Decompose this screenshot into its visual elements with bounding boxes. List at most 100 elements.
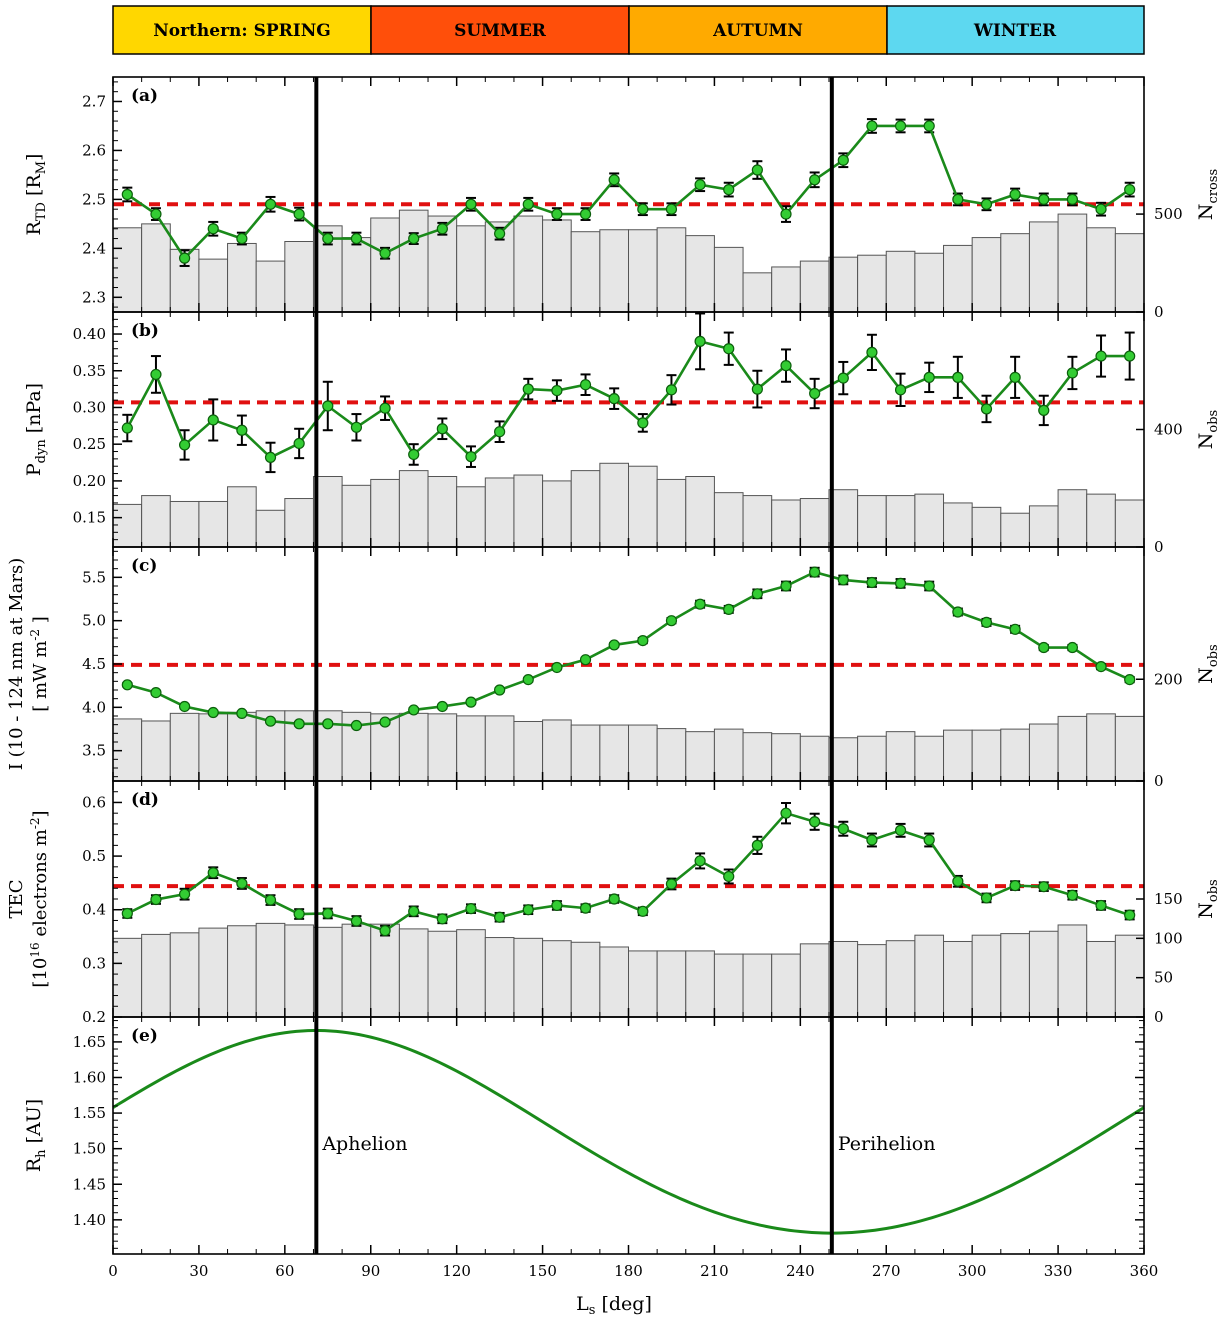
hist-bar <box>885 940 916 1018</box>
data-point <box>408 905 420 917</box>
hist-bar <box>169 500 200 548</box>
hist-bar <box>799 943 830 1018</box>
y-axis-label-line2-sup2: -2 <box>28 817 42 829</box>
data-point <box>236 707 248 720</box>
y-axis-label-main: P <box>23 463 45 476</box>
hist-bar <box>713 246 744 313</box>
data-point <box>150 208 162 220</box>
data-point <box>837 372 849 384</box>
hist-bar <box>427 476 458 548</box>
data-point <box>150 368 162 381</box>
left-y-tick-label: 2.7 <box>82 92 106 110</box>
season-spring-box <box>112 5 372 55</box>
hist-bar <box>513 474 544 548</box>
data-point <box>952 371 964 383</box>
panel-tag: (b) <box>131 321 159 341</box>
hist-bar <box>1114 934 1145 1018</box>
hist-bar <box>484 715 515 782</box>
hist-bar <box>456 486 486 548</box>
data-point <box>894 120 907 132</box>
x-axis-label-tail: [deg] <box>595 1293 651 1315</box>
data-point <box>579 208 592 220</box>
y-axis-label-line2-main: [10 <box>30 958 51 988</box>
left-y-tick-label: 0.4 <box>82 901 106 919</box>
data-point <box>1066 367 1079 379</box>
data-point <box>894 384 907 396</box>
x-tick-label: 90 <box>361 1262 380 1280</box>
hist-bar <box>255 260 286 313</box>
right-y-axis-label-sub: obs <box>1206 879 1221 902</box>
hist-bar <box>284 498 314 548</box>
right-y-tick-label: 400 <box>1154 421 1183 439</box>
hist-bar <box>1057 715 1088 782</box>
data-point <box>293 437 305 450</box>
data-point <box>465 903 477 915</box>
hist-bar <box>169 712 200 782</box>
hist-bar <box>398 209 429 313</box>
x-tick-label: 150 <box>528 1262 557 1280</box>
hist-bar <box>943 502 973 548</box>
left-y-tick-label: 1.50 <box>73 1140 106 1158</box>
hist-bar <box>1000 933 1030 1018</box>
hist-bar <box>227 711 257 782</box>
y-axis-label-line2-end: ] <box>30 616 51 629</box>
data-point <box>522 673 534 686</box>
data-point <box>579 379 592 391</box>
panel-tag: (e) <box>131 1026 158 1046</box>
perihelion-label: Perihelion <box>838 1133 936 1155</box>
data-point <box>522 198 534 210</box>
hist-bar <box>227 925 257 1018</box>
right-y-axis-label-main: N <box>1195 204 1217 221</box>
hist-bar <box>227 486 257 548</box>
data-point <box>1009 623 1021 635</box>
data-point <box>1038 404 1050 417</box>
x-tick-label: 360 <box>1130 1262 1159 1280</box>
hist-bar <box>971 237 1002 313</box>
season-bar: Northern: SPRING SUMMER AUTUMN WINTER <box>112 5 1145 55</box>
hist-bar <box>513 215 544 313</box>
data-point <box>1066 889 1079 901</box>
panel-c: 0 200 Nobs 3.5 4.0 4.5 5.0 5.5 (c) I (10 - 124 nm… <box>6 546 1221 790</box>
y-axis-label-tail: [R <box>23 174 45 202</box>
hist-bar <box>971 729 1002 782</box>
y-axis-label: Rh [AU] <box>23 1099 49 1172</box>
hist-bar <box>685 476 715 548</box>
hist-bar <box>799 498 830 548</box>
hist-bar <box>542 719 572 782</box>
data-point <box>207 867 219 879</box>
data-point <box>350 915 363 927</box>
hist-bar <box>857 735 887 782</box>
hist-bar <box>656 728 687 782</box>
data-point <box>293 208 305 220</box>
data-point <box>866 346 878 358</box>
data-point <box>980 403 993 415</box>
right-y-axis-label-sub: obs <box>1206 644 1221 667</box>
left-y-tick-label: 0.40 <box>73 325 106 343</box>
data-point <box>465 198 477 210</box>
data-point <box>121 907 133 920</box>
data-point <box>579 902 592 914</box>
left-y-tick-label: 0.35 <box>73 362 106 380</box>
data-point <box>178 439 191 451</box>
hist-bar <box>198 713 229 782</box>
hist-bar <box>656 478 687 548</box>
right-y-tick-label: 500 <box>1154 205 1183 223</box>
data-point <box>923 120 935 132</box>
data-point <box>637 203 649 215</box>
hist-bar <box>141 495 171 548</box>
hist-bar <box>398 470 429 548</box>
data-point <box>150 893 162 906</box>
aphelion-label: Aphelion <box>321 1133 407 1155</box>
data-point <box>379 716 391 728</box>
data-point <box>236 424 248 436</box>
hist-bar <box>456 715 486 782</box>
left-y-tick-label: 1.65 <box>73 1033 106 1051</box>
data-point <box>551 384 563 397</box>
hist-bar <box>542 219 572 313</box>
right-y-axis-label-main: N <box>1195 433 1217 450</box>
hist-bar <box>398 928 429 1018</box>
data-point <box>207 223 219 235</box>
data-point <box>980 616 993 629</box>
right-y-axis-label: Nobs <box>1195 879 1221 918</box>
hist-bar <box>885 495 916 548</box>
